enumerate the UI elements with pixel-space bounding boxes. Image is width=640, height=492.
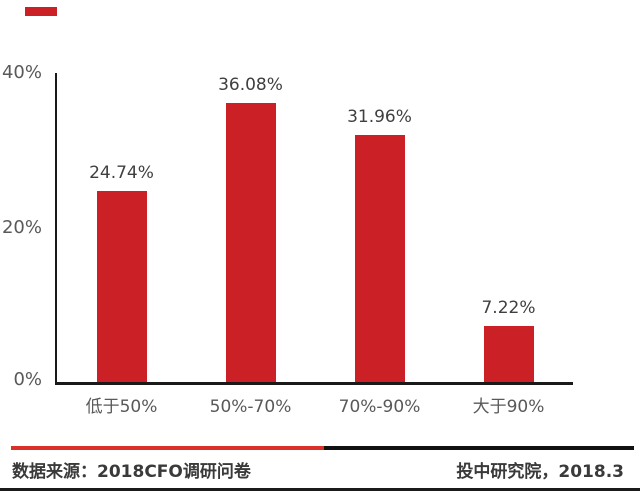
bar-group-50-70: 36.08% <box>186 73 315 382</box>
x-axis-line <box>55 382 573 385</box>
bar-below-50 <box>96 190 147 382</box>
bar-value-label: 24.74% <box>89 162 154 183</box>
x-label-below-50: 低于50% <box>85 397 158 417</box>
y-tick-0: 0% <box>13 369 42 390</box>
x-label-50-70: 50%-70% <box>209 397 292 417</box>
bar-50-70 <box>225 103 276 382</box>
x-axis-labels: 低于50% 50%-70% 70%-90% 大于90% <box>57 397 573 417</box>
footer-divider-black-segment <box>324 446 634 450</box>
bar-70-90 <box>354 135 405 382</box>
y-tick-20: 20% <box>1 217 42 238</box>
x-label-above-90: 大于90% <box>472 397 545 417</box>
credit-text: 投中研究院，2018.3 <box>456 462 624 482</box>
x-label-70-90: 70%-90% <box>338 397 421 417</box>
bottom-border-line <box>0 488 640 491</box>
bar-group-above-90: 7.22% <box>444 73 573 382</box>
y-tick-40: 40% <box>1 62 42 83</box>
footer-divider-red-segment <box>11 446 324 450</box>
y-axis-line <box>55 73 57 384</box>
bar-value-label: 36.08% <box>218 75 283 96</box>
data-source-text: 数据来源：2018CFO调研问卷 <box>12 462 251 482</box>
bars-area: 24.74% 36.08% 31.96% 7.22% <box>57 73 573 382</box>
bar-group-70-90: 31.96% <box>315 73 444 382</box>
bar-value-label: 7.22% <box>481 298 536 319</box>
top-left-accent-dash <box>25 7 57 16</box>
bar-above-90 <box>483 326 534 382</box>
bar-group-below-50: 24.74% <box>57 73 186 382</box>
footer-divider <box>11 446 634 450</box>
bar-value-label: 31.96% <box>347 107 412 128</box>
